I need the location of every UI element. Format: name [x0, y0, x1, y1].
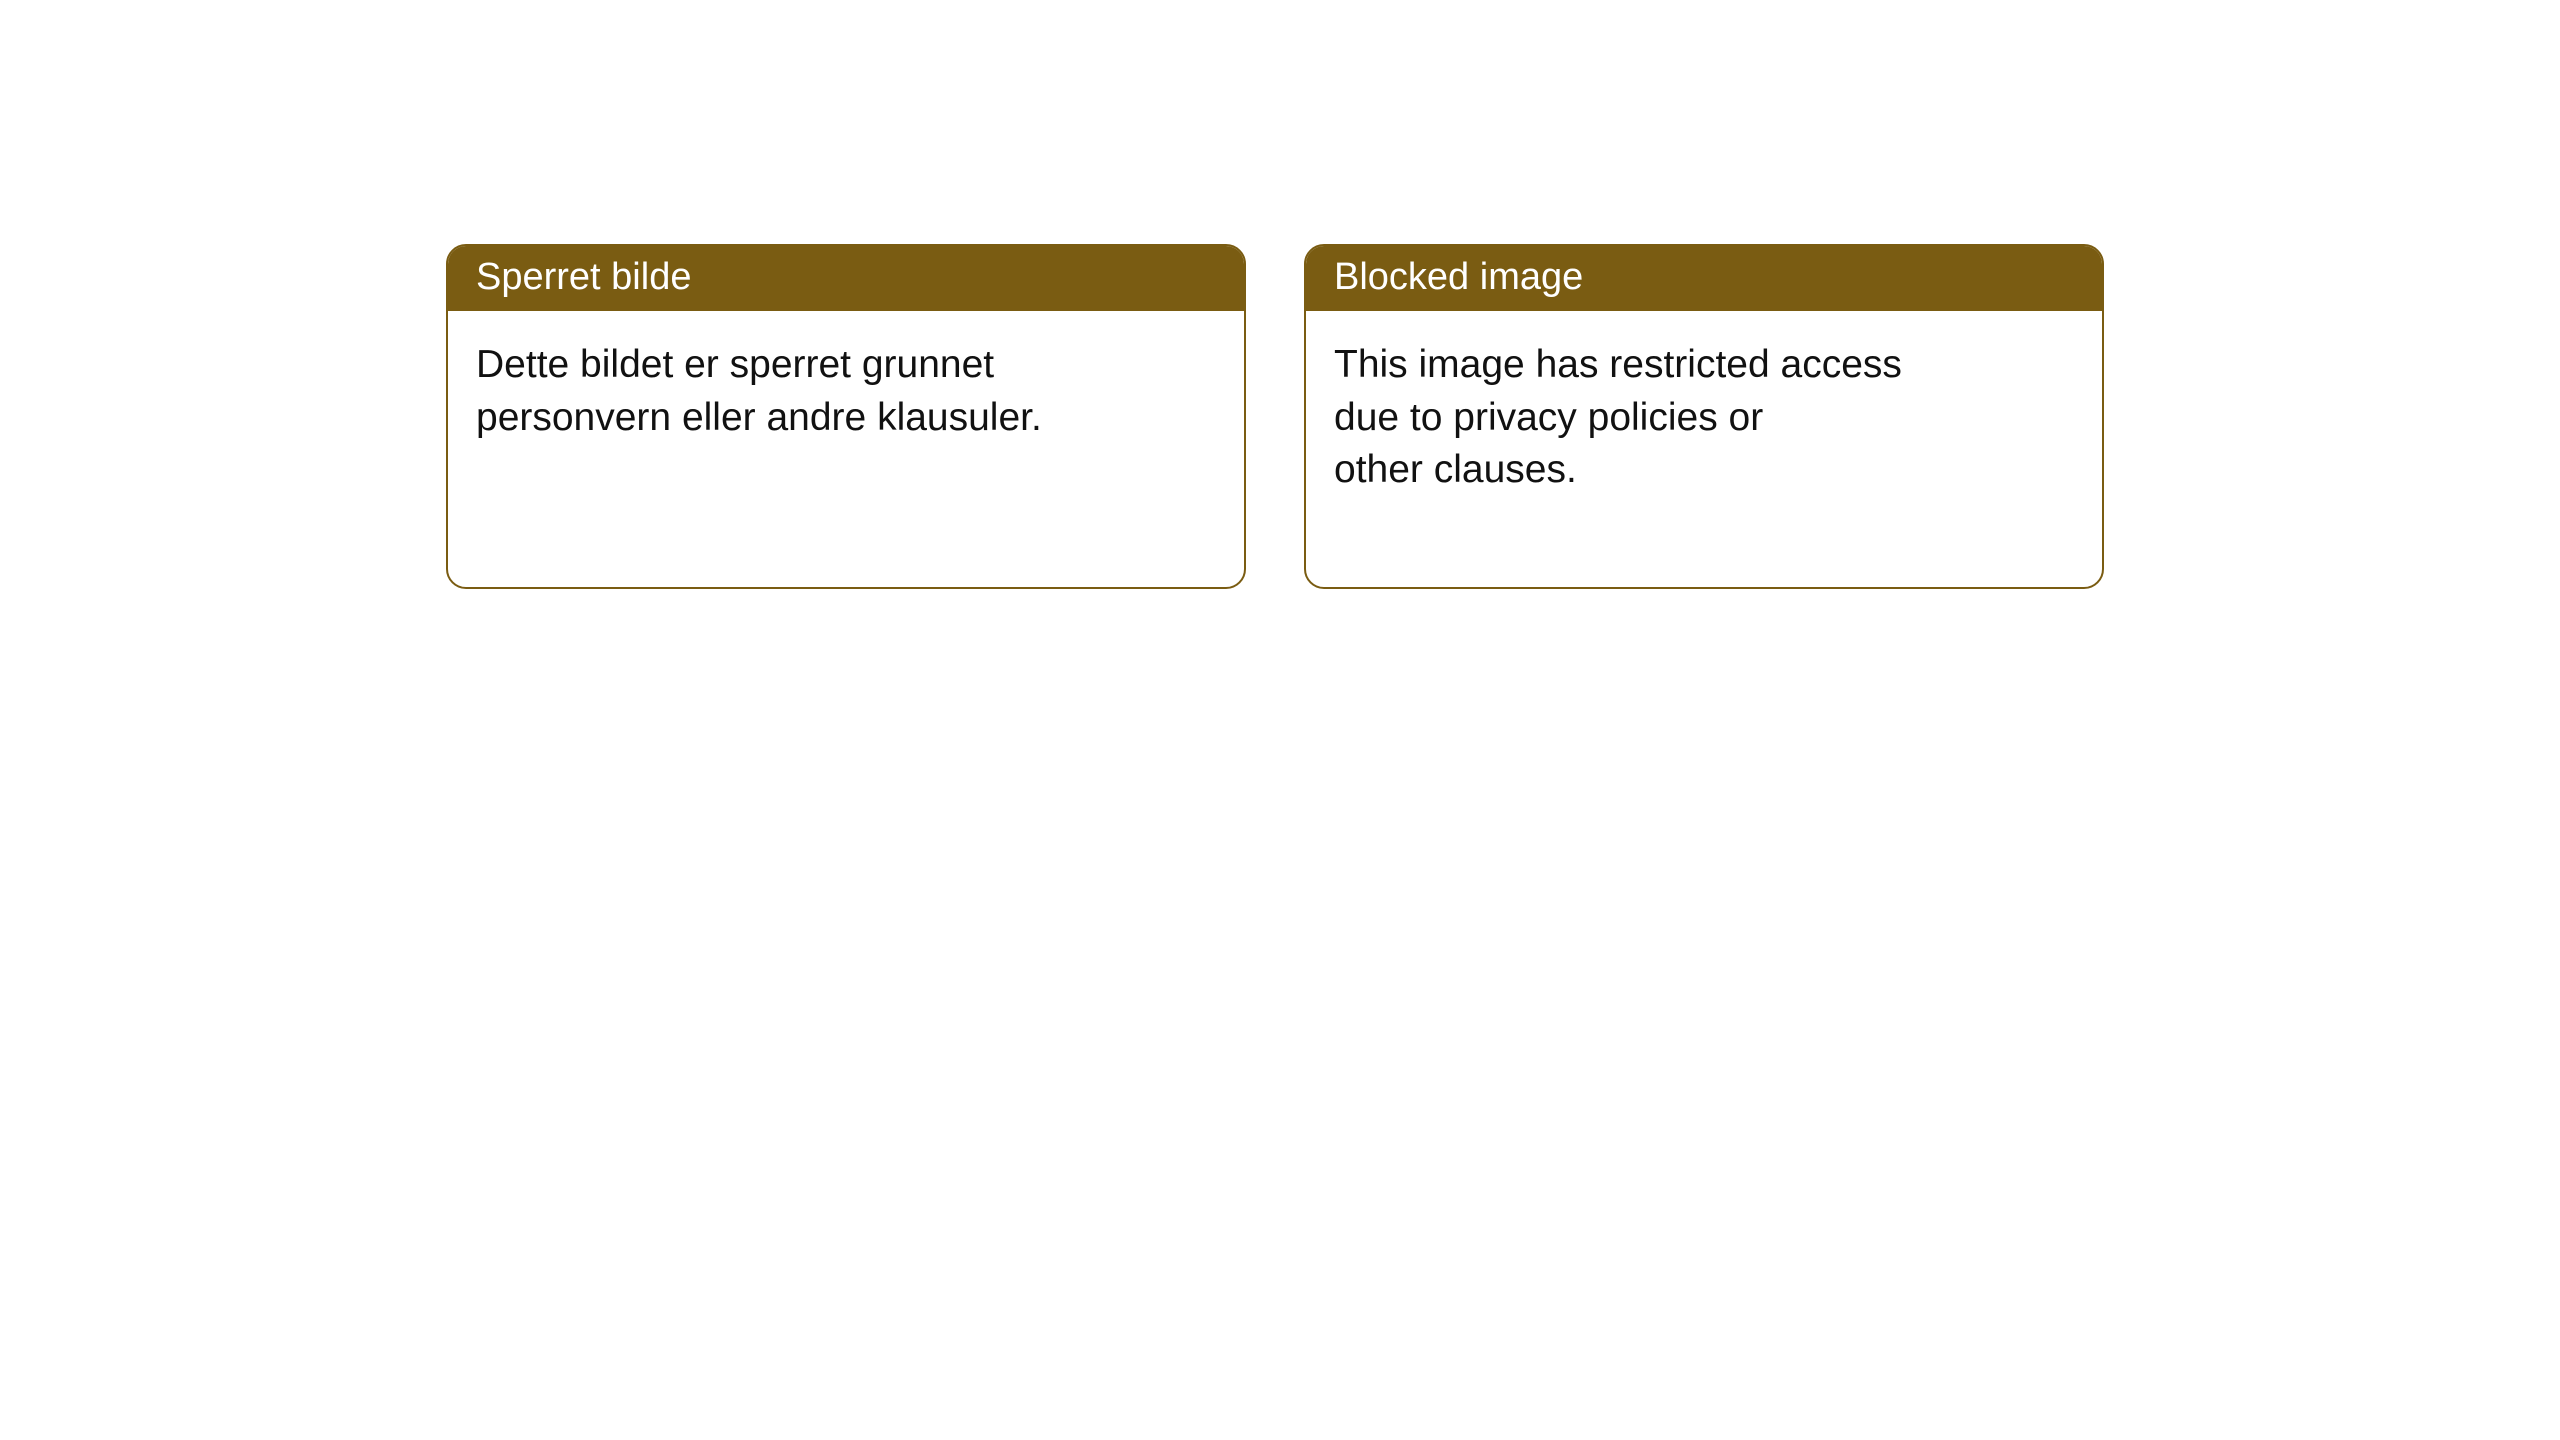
- notice-title: Blocked image: [1334, 256, 1583, 298]
- notice-card-english: Blocked image This image has restricted …: [1304, 244, 2104, 589]
- notice-body-line: due to privacy policies or: [1334, 392, 2074, 445]
- notice-body-line: personvern eller andre klausuler.: [476, 392, 1216, 445]
- notice-title: Sperret bilde: [476, 256, 691, 298]
- notice-header: Blocked image: [1306, 246, 2102, 311]
- notice-header: Sperret bilde: [448, 246, 1244, 311]
- notice-body: Dette bildet er sperret grunnet personve…: [448, 311, 1244, 534]
- notice-container: Sperret bilde Dette bildet er sperret gr…: [0, 0, 2560, 589]
- notice-body-line: Dette bildet er sperret grunnet: [476, 339, 1216, 392]
- notice-card-norwegian: Sperret bilde Dette bildet er sperret gr…: [446, 244, 1246, 589]
- notice-body-line: This image has restricted access: [1334, 339, 2074, 392]
- notice-body-line: other clauses.: [1334, 444, 2074, 497]
- notice-body: This image has restricted access due to …: [1306, 311, 2102, 587]
